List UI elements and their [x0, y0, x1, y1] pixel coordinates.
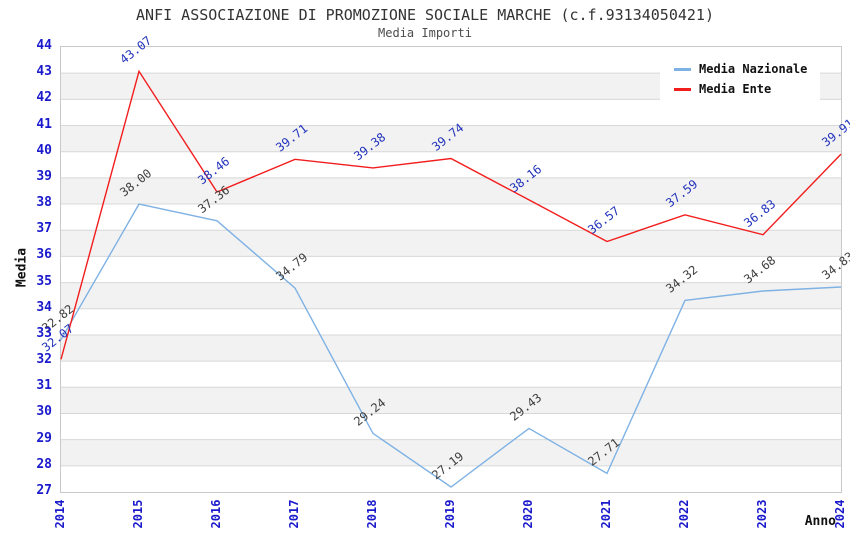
y-tick-label: 42 — [36, 90, 52, 106]
y-tick-label: 28 — [36, 456, 52, 472]
plot-band — [61, 308, 841, 335]
plot-canvas: 32.8238.0037.3634.7929.2427.1929.4327.71… — [39, 33, 850, 492]
plot-band — [61, 439, 841, 466]
chart-subtitle: Media Importi — [378, 26, 472, 40]
y-axis-title: Media — [14, 247, 30, 288]
plot-band — [61, 151, 841, 178]
legend-label: Media Nazionale — [699, 62, 808, 76]
series-line-media-ente — [60, 69, 842, 360]
x-tick-label: 2017 — [287, 499, 301, 529]
plot-band — [61, 387, 841, 414]
y-tick-label: 32 — [36, 352, 52, 368]
plot-band — [61, 204, 841, 231]
y-tick-label: 43 — [36, 64, 52, 80]
plot-band — [61, 125, 841, 152]
legend-label: Media Ente — [699, 82, 772, 96]
plot-band — [61, 230, 841, 257]
x-tick-label: 2015 — [131, 499, 145, 529]
y-tick-label: 41 — [36, 116, 52, 132]
x-tick-label: 2018 — [365, 499, 379, 529]
y-tick-label: 36 — [36, 247, 52, 263]
x-axis-title: Anno — [804, 514, 836, 529]
series-line-media-nazionale — [60, 203, 842, 488]
legend-item-media-ente: Media Ente — [660, 82, 820, 96]
plot-band — [61, 256, 841, 283]
y-tick-label: 29 — [36, 430, 52, 446]
legend-item-media-nazionale: Media Nazionale — [660, 62, 820, 76]
legend: Media Nazionale Media Ente — [660, 56, 820, 102]
y-tick-label: 35 — [36, 273, 52, 289]
y-tick-label: 39 — [36, 168, 52, 184]
plot-band — [61, 177, 841, 205]
x-tick-label: 2020 — [521, 499, 535, 529]
plot-band — [61, 99, 841, 126]
x-tick-label: 2014 — [53, 499, 67, 529]
legend-line-swatch — [674, 67, 691, 71]
y-tick-label: 38 — [36, 195, 52, 211]
x-tick-label: 2021 — [599, 499, 613, 529]
x-tick-label: 2016 — [209, 499, 223, 529]
y-tick-label: 40 — [36, 142, 52, 158]
y-tick-label: 37 — [36, 221, 52, 237]
y-tick-label: 31 — [36, 378, 52, 394]
plot-area: 32.82 38.00 37.36 34.79 29.24 27.19 29.43 27.71… — [39, 33, 850, 493]
legend-line-swatch — [674, 87, 691, 91]
y-tick-label: 33 — [36, 325, 52, 341]
plot-band — [61, 361, 841, 388]
chart-title: ANFI ASSOCIAZIONE DI PROMOZIONE SOCIALE … — [136, 6, 714, 24]
y-tick-label: 30 — [36, 404, 52, 420]
x-tick-label: 2022 — [677, 499, 691, 529]
x-tick-label: 2019 — [443, 499, 457, 529]
plot-band — [61, 334, 841, 362]
plot-band — [61, 282, 841, 309]
plot-band — [61, 413, 841, 440]
y-tick-label: 44 — [36, 38, 52, 53]
y-tick-label: 34 — [36, 299, 52, 315]
y-tick-label: 27 — [36, 483, 52, 498]
